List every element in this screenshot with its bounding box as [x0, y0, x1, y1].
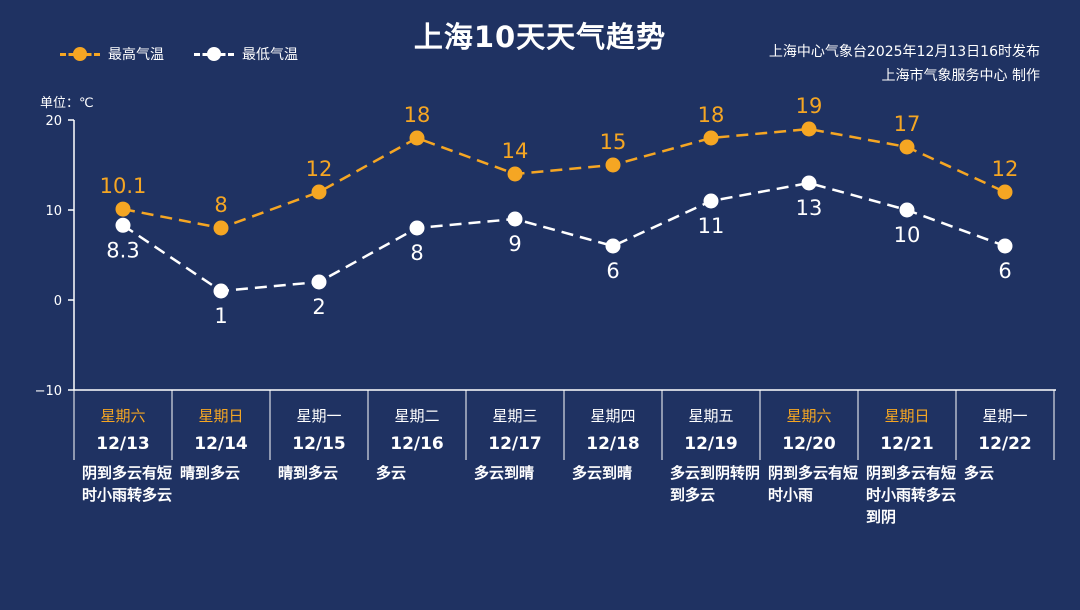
series-line-high — [122, 127, 1006, 230]
weather-description: 多云 — [376, 464, 407, 482]
date-label: 12/22 — [978, 434, 1032, 454]
legend-item-high: 最高气温 — [60, 44, 164, 64]
data-label-low: 6 — [606, 259, 619, 283]
data-label-low: 6 — [998, 259, 1011, 283]
data-point-high — [703, 130, 719, 146]
weather-description: 多云到阴转阴到多云 — [670, 464, 761, 504]
data-label-high: 14 — [502, 139, 529, 163]
data-point-low — [801, 175, 817, 191]
data-label-high: 12 — [992, 157, 1019, 181]
y-tick-label: −10 — [35, 384, 62, 399]
data-label-high: 8 — [214, 193, 227, 217]
weather-description: 阴到多云有短时小雨转多云到阴 — [866, 464, 957, 526]
weekday-label: 星期四 — [590, 407, 636, 425]
date-label: 12/19 — [684, 434, 738, 454]
data-label-low: 9 — [508, 232, 521, 256]
weekday-label: 星期二 — [394, 407, 440, 425]
weekday-label: 星期日 — [198, 407, 244, 425]
data-point-low — [605, 238, 621, 254]
data-point-high — [801, 121, 817, 137]
date-label: 12/17 — [488, 434, 542, 454]
data-label-high: 18 — [404, 103, 431, 127]
data-label-high: 15 — [600, 130, 627, 154]
source-line-2: 上海市气象服务中心 制作 — [881, 68, 1040, 84]
data-label-low: 8 — [410, 241, 423, 265]
data-label-high: 10.1 — [100, 174, 147, 198]
legend-swatch-high — [60, 47, 100, 61]
data-point-high — [605, 157, 621, 173]
data-point-low — [703, 193, 719, 209]
source-line-1: 上海中心气象台2025年12月13日16时发布 — [768, 44, 1040, 60]
weekday-label: 星期一 — [982, 407, 1028, 425]
weekday-label: 星期五 — [688, 407, 734, 425]
data-label-low: 11 — [698, 214, 725, 238]
weather-description: 多云到晴 — [572, 464, 633, 482]
date-label: 12/16 — [390, 434, 444, 454]
source-info: 上海中心气象台2025年12月13日16时发布 上海市气象服务中心 制作 — [769, 40, 1040, 88]
legend-dot-low — [207, 47, 221, 61]
data-point-high — [115, 201, 131, 217]
data-label-low: 10 — [894, 223, 921, 247]
chart-legend: 最高气温 最低气温 — [60, 44, 328, 64]
legend-swatch-low — [194, 47, 234, 61]
legend-item-low: 最低气温 — [194, 44, 298, 64]
date-label: 12/15 — [292, 434, 346, 454]
data-point-high — [997, 184, 1013, 200]
legend-label-high: 最高气温 — [108, 47, 164, 63]
y-tick-label: 0 — [54, 294, 62, 309]
weather-description: 多云 — [964, 464, 995, 482]
weather-description: 多云到晴 — [474, 464, 535, 482]
data-label-low: 2 — [312, 295, 325, 319]
weekday-label: 星期一 — [296, 407, 342, 425]
legend-dot-high — [73, 47, 87, 61]
data-point-low — [507, 211, 523, 227]
data-point-high — [311, 184, 327, 200]
weekday-label: 星期六 — [786, 407, 832, 425]
data-point-low — [899, 202, 915, 218]
date-label: 12/20 — [782, 434, 836, 454]
data-point-low — [115, 217, 131, 233]
data-label-high: 12 — [306, 157, 333, 181]
weekday-label: 星期六 — [100, 407, 146, 425]
weather-description: 晴到多云 — [180, 464, 241, 482]
data-point-low — [311, 274, 327, 290]
data-label-high: 17 — [894, 112, 921, 136]
weekday-label: 星期三 — [492, 407, 538, 425]
weather-description: 阴到多云有短时小雨转多云 — [82, 464, 173, 504]
unit-label: 单位：℃ — [40, 96, 94, 111]
data-label-low: 13 — [796, 196, 823, 220]
y-tick-label: 10 — [45, 204, 62, 219]
chart-title: 上海10天天气趋势 — [413, 20, 667, 54]
data-point-high — [213, 220, 229, 236]
data-point-low — [213, 283, 229, 299]
date-label: 12/21 — [880, 434, 934, 454]
weekday-label: 星期日 — [884, 407, 930, 425]
data-point-high — [507, 166, 523, 182]
data-point-high — [409, 130, 425, 146]
data-point-low — [409, 220, 425, 236]
weather-description: 阴到多云有短时小雨 — [768, 464, 859, 504]
legend-label-low: 最低气温 — [242, 47, 298, 63]
data-label-high: 19 — [796, 94, 823, 118]
data-label-low: 8.3 — [106, 238, 139, 262]
series-line-low — [122, 181, 1006, 293]
date-label: 12/14 — [194, 434, 248, 454]
date-label: 12/13 — [96, 434, 150, 454]
data-point-high — [899, 139, 915, 155]
data-point-low — [997, 238, 1013, 254]
weather-description: 晴到多云 — [278, 464, 339, 482]
data-label-low: 1 — [214, 304, 227, 328]
data-label-high: 18 — [698, 103, 725, 127]
y-tick-label: 20 — [45, 114, 62, 129]
date-label: 12/18 — [586, 434, 640, 454]
